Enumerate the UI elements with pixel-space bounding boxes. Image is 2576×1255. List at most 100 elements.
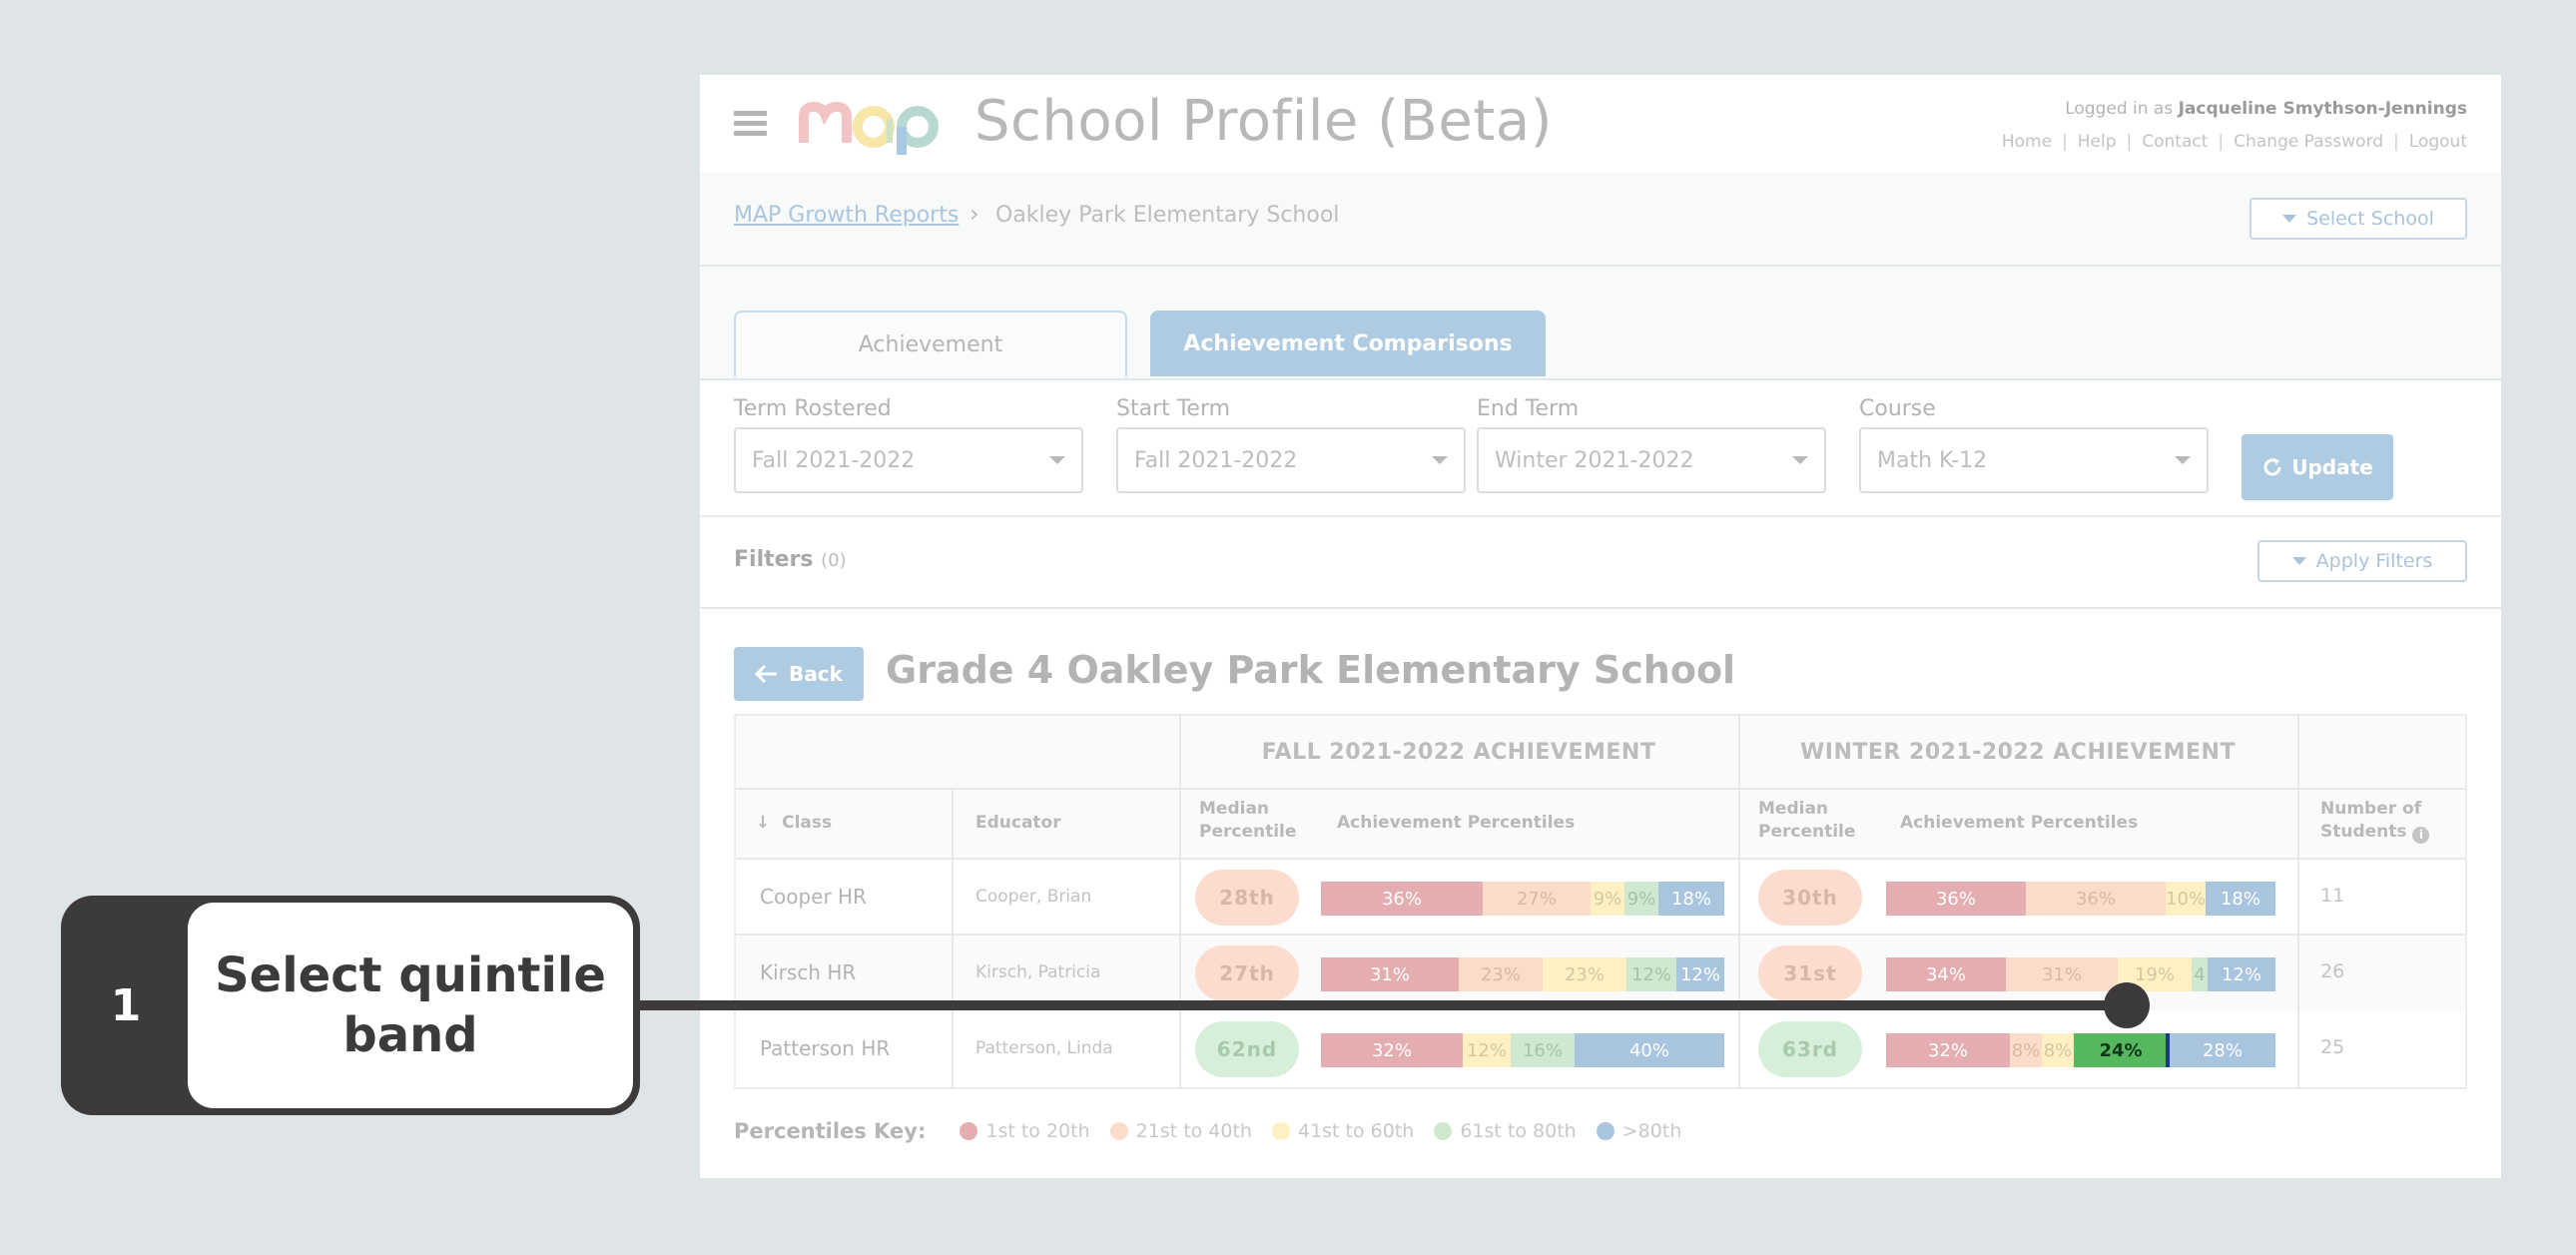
caret-down-icon: [2175, 456, 2191, 464]
menu-icon[interactable]: [734, 111, 767, 137]
breadcrumb-current: Oakley Park Elementary School: [995, 203, 1340, 228]
fall-median-header: Median Percentile: [1199, 798, 1296, 844]
filters-label: Filters: [734, 547, 814, 572]
tab-achievement-comparisons[interactable]: Achievement Comparisons: [1150, 311, 1546, 376]
class-name[interactable]: Patterson HR: [760, 1036, 891, 1060]
term-rostered-select[interactable]: Fall 2021-2022: [734, 427, 1083, 493]
winter-median-pill: 30th: [1758, 870, 1862, 926]
app-window: School Profile (Beta) Logged in as Jacqu…: [700, 75, 2501, 1178]
term-rostered-group: Term Rostered Fall 2021-2022: [734, 396, 1083, 493]
callout-step-number: 1: [110, 979, 142, 1031]
quintile-band-3[interactable]: 23%: [1543, 957, 1626, 991]
course-select[interactable]: Math K-12: [1859, 427, 2209, 493]
apply-filters-label: Apply Filters: [2315, 550, 2433, 572]
key-label-5: >80th: [1621, 1120, 1682, 1142]
divider: [736, 858, 2465, 860]
divider: [2297, 716, 2299, 1087]
update-label: Update: [2291, 455, 2373, 479]
class-header-label: Class: [782, 813, 833, 833]
filters-toggle[interactable]: Filters (0): [734, 547, 847, 572]
key-swatch-3: [1271, 1122, 1290, 1140]
winter-median-header-line1: Median: [1758, 799, 1829, 819]
quintile-band-1[interactable]: 32%: [1321, 1033, 1463, 1067]
quintile-band-5[interactable]: 12%: [1676, 957, 1724, 991]
link-home[interactable]: Home: [2001, 132, 2053, 152]
tab-achievement[interactable]: Achievement: [734, 311, 1127, 376]
quintile-band-3[interactable]: 10%: [2166, 882, 2206, 916]
info-icon[interactable]: i: [2412, 827, 2430, 844]
quintile-band-1[interactable]: 36%: [1321, 882, 1483, 916]
term-rostered-label: Term Rostered: [734, 396, 892, 421]
key-swatch-5: [1596, 1122, 1614, 1140]
table-group-blank: [736, 716, 1179, 788]
back-button[interactable]: Back: [734, 647, 864, 701]
table-row: Cooper HR Cooper, Brian 28th 36% 27% 9% …: [736, 860, 2465, 936]
quintile-band-3[interactable]: 12%: [1463, 1033, 1511, 1067]
breadcrumb: MAP Growth Reports › Oakley Park Element…: [700, 173, 2501, 267]
quintile-band-2[interactable]: 27%: [1483, 882, 1591, 916]
quintile-band-4-selected[interactable]: 24%: [2074, 1033, 2168, 1067]
refresh-icon: [2263, 458, 2281, 476]
quintile-band-2[interactable]: 23%: [1459, 957, 1543, 991]
link-change-password[interactable]: Change Password: [2234, 132, 2384, 152]
fall-percentile-bar: 36% 27% 9% 9% 18%: [1321, 882, 1724, 916]
apply-filters-button[interactable]: Apply Filters: [2257, 540, 2467, 582]
quintile-band-2[interactable]: 8%: [2010, 1033, 2042, 1067]
quintile-band-5[interactable]: 12%: [2208, 957, 2275, 991]
winter-median-pill: 31st: [1758, 945, 1862, 1001]
end-term-select[interactable]: Winter 2021-2022: [1477, 427, 1826, 493]
class-column-header[interactable]: ↓ Class: [756, 812, 832, 835]
course-value: Math K-12: [1877, 447, 1988, 473]
end-term-group: End Term Winter 2021-2022: [1477, 396, 1826, 493]
quintile-band-1[interactable]: 34%: [1886, 957, 2006, 991]
percentiles-key: Percentiles Key: 1st to 20th 21st to 40t…: [734, 1119, 1681, 1143]
quintile-band-5[interactable]: 40%: [1575, 1033, 1724, 1067]
quintile-band-5[interactable]: 18%: [2206, 882, 2275, 916]
breadcrumb-root-link[interactable]: MAP Growth Reports: [734, 203, 960, 228]
table-row: Kirsch HR Kirsch, Patricia 27th 31% 23% …: [736, 936, 2465, 1011]
quintile-band-3[interactable]: 8%: [2042, 1033, 2074, 1067]
link-help[interactable]: Help: [2077, 132, 2117, 152]
fall-median-header-line2: Percentile: [1199, 822, 1297, 842]
caret-down-icon: [1049, 456, 1065, 464]
educator-name: Patterson, Linda: [975, 1038, 1113, 1058]
quintile-band-4[interactable]: 9%: [1624, 882, 1658, 916]
link-contact[interactable]: Contact: [2142, 132, 2209, 152]
quintile-band-1[interactable]: 32%: [1886, 1033, 2010, 1067]
course-label: Course: [1859, 396, 1936, 421]
divider: [1179, 716, 1181, 1087]
filters-row: Filters (0) Apply Filters: [700, 517, 2501, 609]
callout-target-dot: [2104, 982, 2150, 1028]
student-count: 11: [2320, 885, 2345, 907]
update-button[interactable]: Update: [2242, 434, 2393, 500]
tab-bar: Achievement Achievement Comparisons: [700, 267, 2501, 380]
caret-down-icon: [2282, 215, 2297, 223]
quintile-band-5[interactable]: 28%: [2170, 1033, 2275, 1067]
winter-percentile-bar: 36% 36% 10% 18%: [1886, 882, 2275, 916]
select-school-button[interactable]: Select School: [2250, 198, 2467, 240]
students-header-line2: Students i: [2320, 821, 2430, 844]
quintile-band-4[interactable]: 12%: [1626, 957, 1676, 991]
start-term-select[interactable]: Fall 2021-2022: [1116, 427, 1466, 493]
quintile-band-4[interactable]: 16%: [1511, 1033, 1575, 1067]
fall-achievement-header: Achievement Percentiles: [1337, 813, 1576, 833]
select-school-label: Select School: [2306, 208, 2434, 230]
quintile-band-5[interactable]: 18%: [1658, 882, 1724, 916]
quintile-band-2[interactable]: 36%: [2026, 882, 2166, 916]
quintile-band-1[interactable]: 36%: [1886, 882, 2026, 916]
quintile-band-4[interactable]: 4: [2192, 957, 2208, 991]
caret-down-icon: [2291, 557, 2306, 565]
quintile-band-1[interactable]: 31%: [1321, 957, 1459, 991]
quintile-band-2[interactable]: 31%: [2006, 957, 2118, 991]
quintile-band-3[interactable]: 9%: [1591, 882, 1624, 916]
link-logout[interactable]: Logout: [2408, 132, 2467, 152]
class-name[interactable]: Cooper HR: [760, 885, 867, 909]
class-name[interactable]: Kirsch HR: [760, 960, 857, 984]
filters-count: (0): [821, 550, 847, 571]
winter-percentile-bar: 32% 8% 8% 24% 28%: [1886, 1033, 2275, 1067]
selection-marker: [2166, 1033, 2170, 1067]
fall-percentile-bar: 31% 23% 23% 12% 12%: [1321, 957, 1724, 991]
arrow-left-icon: [755, 664, 778, 684]
educator-column-header[interactable]: Educator: [975, 813, 1061, 833]
key-title: Percentiles Key:: [734, 1119, 927, 1143]
